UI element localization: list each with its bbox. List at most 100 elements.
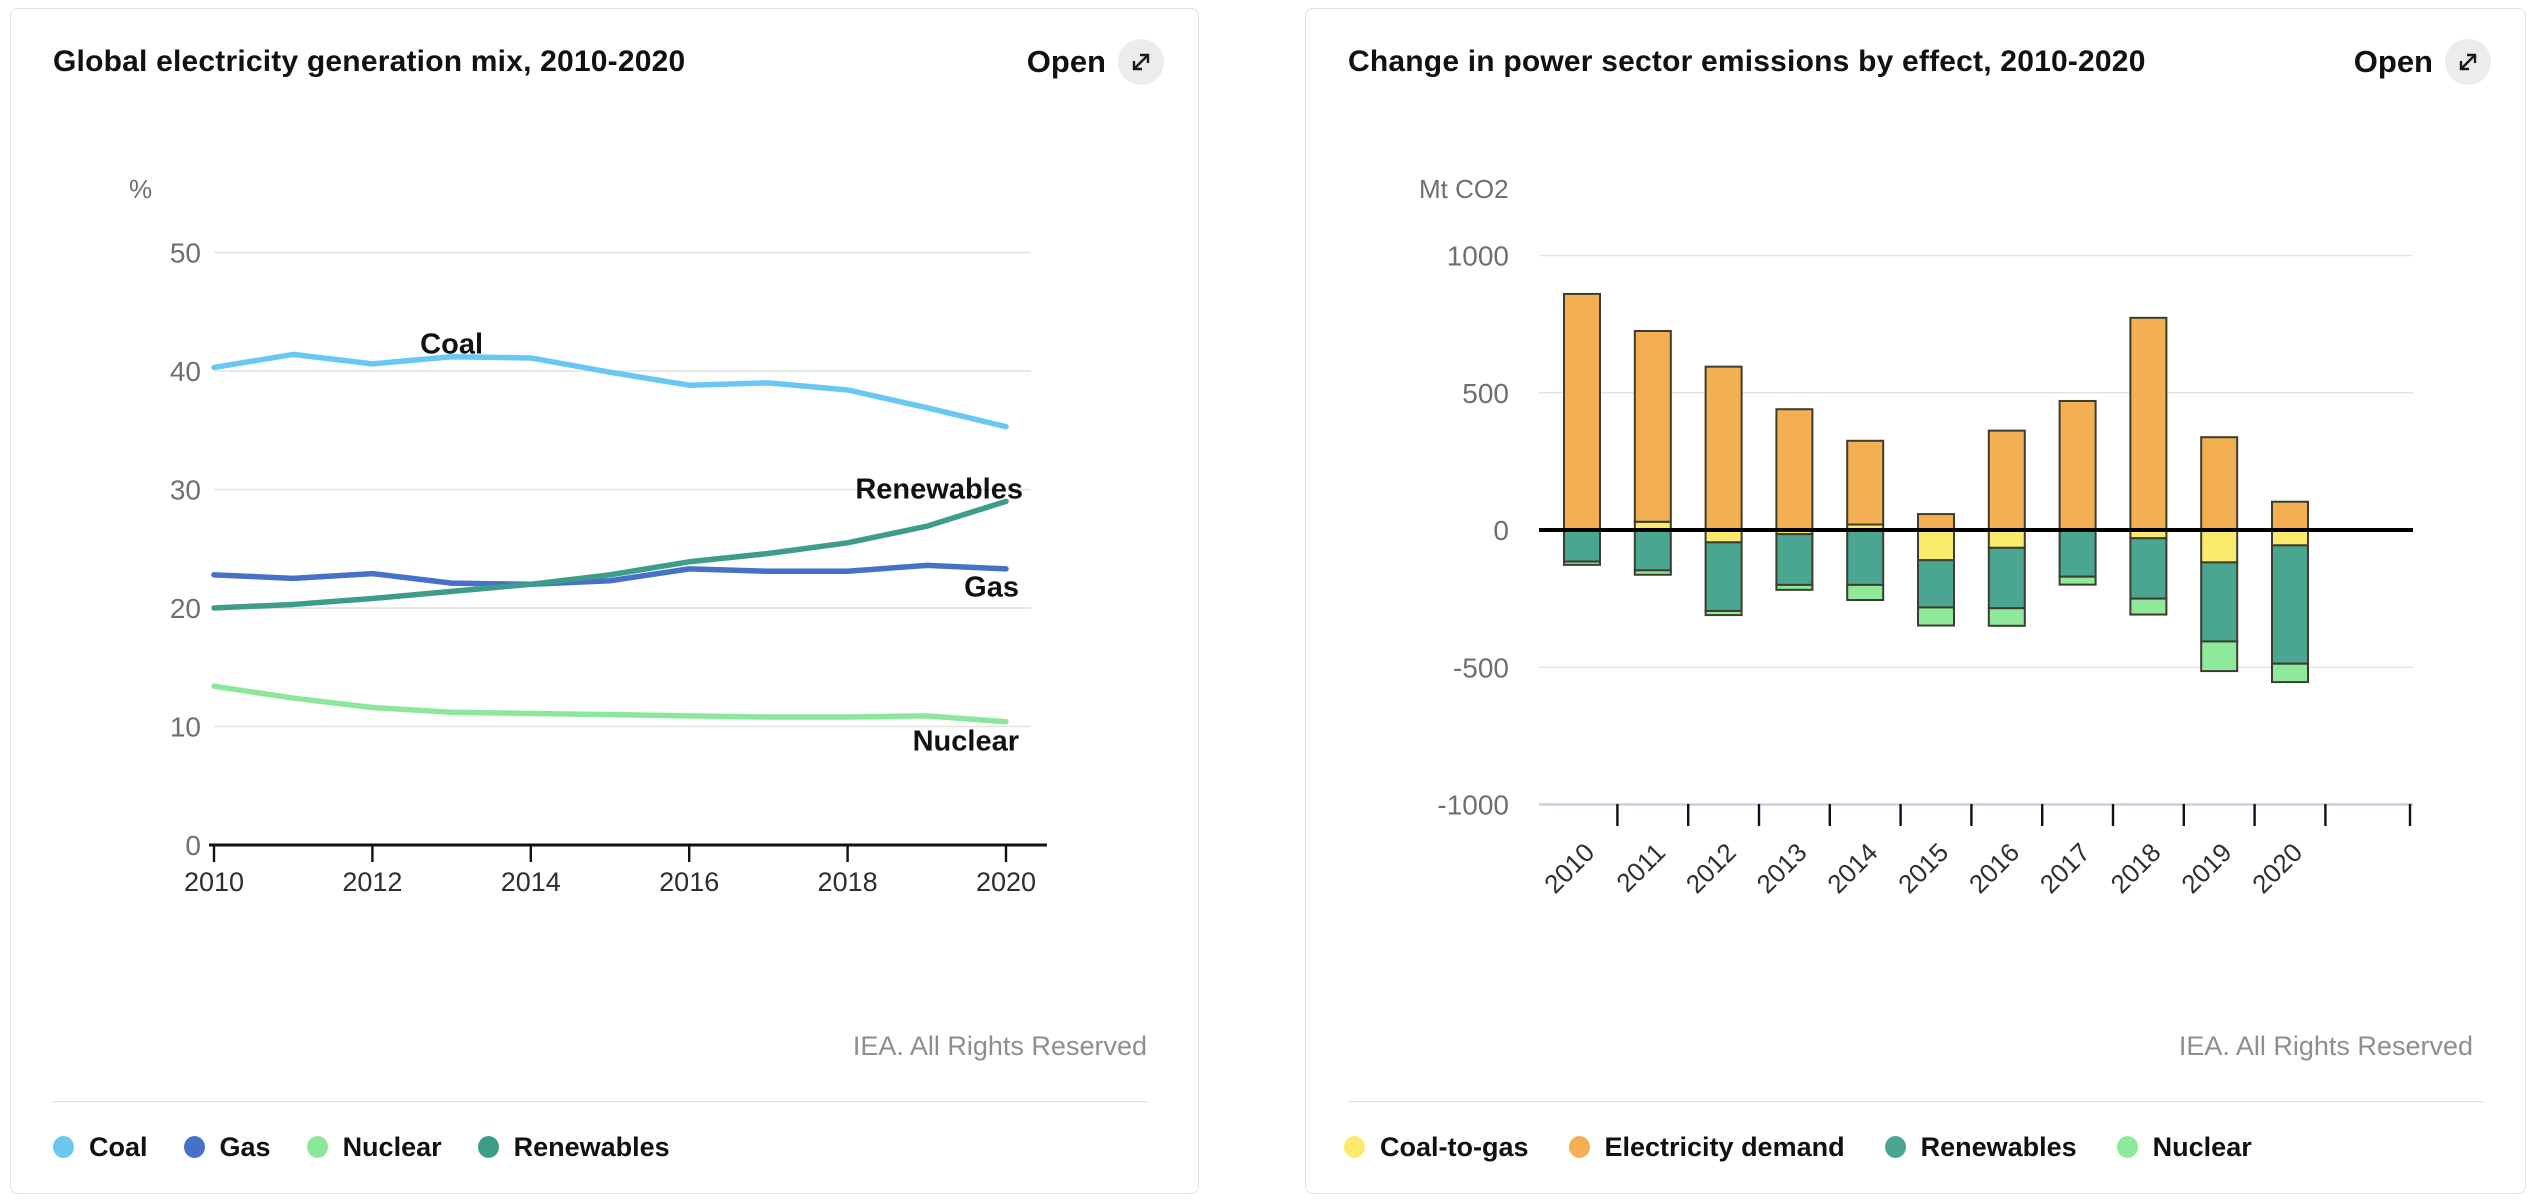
- open-chart-button[interactable]: Open: [2354, 39, 2491, 85]
- legend-swatch-gas: [183, 1136, 205, 1158]
- bar-segment-renewables-2014[interactable]: [1846, 529, 1885, 586]
- bar-segment-renewables-2016[interactable]: [1987, 546, 2026, 610]
- y-axis-unit-label: %: [129, 174, 153, 204]
- bar-segment-renewables-2015[interactable]: [1917, 559, 1955, 609]
- bar-segment-electricity-demand-2012[interactable]: [1704, 365, 1743, 531]
- x-axis-tick-label: 2013: [1751, 837, 1813, 899]
- chart-legend: Coal-to-gas Electricity demand Renewables N…: [1344, 1127, 2252, 1167]
- x-axis-tick-label: 2011: [1610, 837, 1671, 898]
- legend-item-electricity-demand[interactable]: Electricity demand: [1568, 1132, 1845, 1163]
- legend-swatch-coal: [53, 1136, 74, 1158]
- x-axis-tick-label: 2018: [818, 867, 878, 897]
- legend-swatch-nuclear: [306, 1136, 328, 1158]
- panel-emissions-by-effect: Change in power sector emissions by effe…: [1305, 8, 2526, 1194]
- line-series-renewables[interactable]: [211, 498, 1009, 611]
- legend-swatch-renewables: [1884, 1136, 1906, 1158]
- series-label-nuclear: Nuclear: [913, 726, 1019, 758]
- rights-notice: IEA. All Rights Reserved: [852, 1031, 1147, 1061]
- bar-segment-electricity-demand-2015[interactable]: [1917, 513, 1955, 532]
- x-axis-tick-label: 2016: [659, 867, 719, 897]
- legend-item-gas[interactable]: Gas: [183, 1131, 271, 1163]
- bar-segment-electricity-demand-2010[interactable]: [1563, 292, 1601, 531]
- y-axis-tick-label: 50: [170, 238, 201, 269]
- x-axis-tick-label: 2015: [1892, 837, 1954, 899]
- legend-item-nuclear[interactable]: Nuclear: [2116, 1131, 2252, 1163]
- legend-item-nuclear[interactable]: Nuclear: [306, 1131, 442, 1163]
- y-axis-tick-label: 40: [170, 356, 201, 387]
- bar-segment-electricity-demand-2017[interactable]: [2058, 399, 2097, 531]
- bar-segment-nuclear-2019[interactable]: [2200, 640, 2239, 673]
- legend-swatch-coal-to-gas: [1344, 1136, 1365, 1158]
- legend-label: Nuclear: [2152, 1131, 2252, 1162]
- legend-label: Gas: [219, 1131, 271, 1162]
- bar-segment-renewables-2012[interactable]: [1704, 541, 1743, 612]
- bar-segment-nuclear-2014[interactable]: [1846, 583, 1885, 601]
- y-axis-unit-label: Mt CO2: [1419, 174, 1509, 204]
- bar-segment-renewables-2011[interactable]: [1633, 529, 1672, 572]
- legend-swatch-nuclear: [2116, 1136, 2138, 1158]
- bar-segment-renewables-2020[interactable]: [2271, 544, 2309, 665]
- bar-segment-renewables-2013[interactable]: [1775, 533, 1814, 586]
- x-axis-tick-label: 2020: [2246, 837, 2308, 899]
- legend-swatch-renewables: [477, 1136, 499, 1158]
- panel-header: Change in power sector emissions by effe…: [1348, 39, 2491, 85]
- line-series-gas[interactable]: [211, 562, 1009, 588]
- bar-segment-nuclear-2013[interactable]: [1775, 583, 1814, 591]
- bar-segment-renewables-2010[interactable]: [1563, 529, 1601, 563]
- bar-segment-coal-to-gas-2016[interactable]: [1987, 529, 2026, 549]
- open-button-label: Open: [1026, 44, 1106, 79]
- bar-segment-electricity-demand-2011[interactable]: [1633, 329, 1672, 523]
- bar-segment-electricity-demand-2019[interactable]: [2200, 436, 2239, 531]
- x-axis-tick-label: 2012: [1680, 837, 1742, 899]
- bar-segment-coal-to-gas-2020[interactable]: [2271, 529, 2309, 547]
- legend-label: Renewables: [513, 1131, 670, 1162]
- bar-segment-nuclear-2020[interactable]: [2271, 662, 2309, 684]
- bar-segment-nuclear-2012[interactable]: [1704, 609, 1743, 617]
- bar-segment-nuclear-2011[interactable]: [1633, 569, 1672, 576]
- legend-swatch-electricity-demand: [1568, 1136, 1590, 1158]
- rights-notice: IEA. All Rights Reserved: [2178, 1031, 2473, 1061]
- bar-segment-renewables-2017[interactable]: [2058, 529, 2097, 578]
- bar-segment-coal-to-gas-2015[interactable]: [1917, 529, 1955, 562]
- chart-legend: Coal Gas Nuclear Renewables: [53, 1127, 670, 1167]
- legend-item-renewables[interactable]: Renewables: [1884, 1132, 2077, 1163]
- series-label-renewables: Renewables: [855, 473, 1023, 505]
- x-axis-tick-label: 2017: [2034, 837, 2096, 899]
- bar-segment-electricity-demand-2014[interactable]: [1846, 439, 1885, 526]
- y-axis-tick-label: 10: [170, 712, 201, 743]
- legend-item-coal[interactable]: Coal: [53, 1132, 148, 1163]
- x-axis-tick-label: 2020: [976, 867, 1036, 897]
- line-series-coal[interactable]: [211, 351, 1009, 430]
- y-axis-tick-label: 30: [170, 475, 201, 506]
- bar-segment-coal-to-gas-2019[interactable]: [2200, 529, 2239, 564]
- x-axis-tick-label: 2014: [1821, 837, 1883, 899]
- bar-segment-nuclear-2018[interactable]: [2129, 597, 2168, 616]
- y-axis-tick-label: -500: [1453, 652, 1509, 683]
- open-chart-button[interactable]: Open: [1027, 39, 1164, 85]
- x-axis-tick-label: 2018: [2105, 837, 2167, 899]
- bar-segment-nuclear-2016[interactable]: [1987, 607, 2026, 627]
- x-axis-tick-label: 2016: [1963, 837, 2025, 899]
- series-label-gas: Gas: [964, 572, 1019, 604]
- bar-segment-electricity-demand-2013[interactable]: [1775, 408, 1814, 531]
- bar-segment-electricity-demand-2016[interactable]: [1987, 429, 2026, 532]
- bar-segment-renewables-2019[interactable]: [2200, 561, 2239, 643]
- bar-segment-nuclear-2015[interactable]: [1917, 606, 1955, 627]
- y-axis-tick-label: 0: [185, 830, 201, 861]
- y-axis-tick-label: 20: [170, 593, 201, 624]
- bar-segment-nuclear-2017[interactable]: [2058, 575, 2097, 586]
- line-series-nuclear[interactable]: [211, 683, 1009, 725]
- chart-title: Global electricity generation mix, 2010-…: [53, 45, 686, 78]
- panel-generation-mix: Global electricity generation mix, 2010-…: [10, 8, 1199, 1194]
- legend-item-coal-to-gas[interactable]: Coal-to-gas: [1344, 1132, 1529, 1163]
- zero-baseline: [1539, 528, 2413, 532]
- expand-diagonal-icon: [1118, 39, 1164, 85]
- legend-item-renewables[interactable]: Renewables: [477, 1131, 670, 1163]
- x-axis-tick-label: 2010: [184, 867, 244, 897]
- bar-segment-renewables-2018[interactable]: [2129, 537, 2168, 600]
- legend-label: Nuclear: [342, 1131, 442, 1162]
- bar-segment-electricity-demand-2020[interactable]: [2271, 500, 2309, 532]
- bar-segment-nuclear-2010[interactable]: [1563, 560, 1601, 566]
- bar-segment-electricity-demand-2018[interactable]: [2129, 316, 2168, 531]
